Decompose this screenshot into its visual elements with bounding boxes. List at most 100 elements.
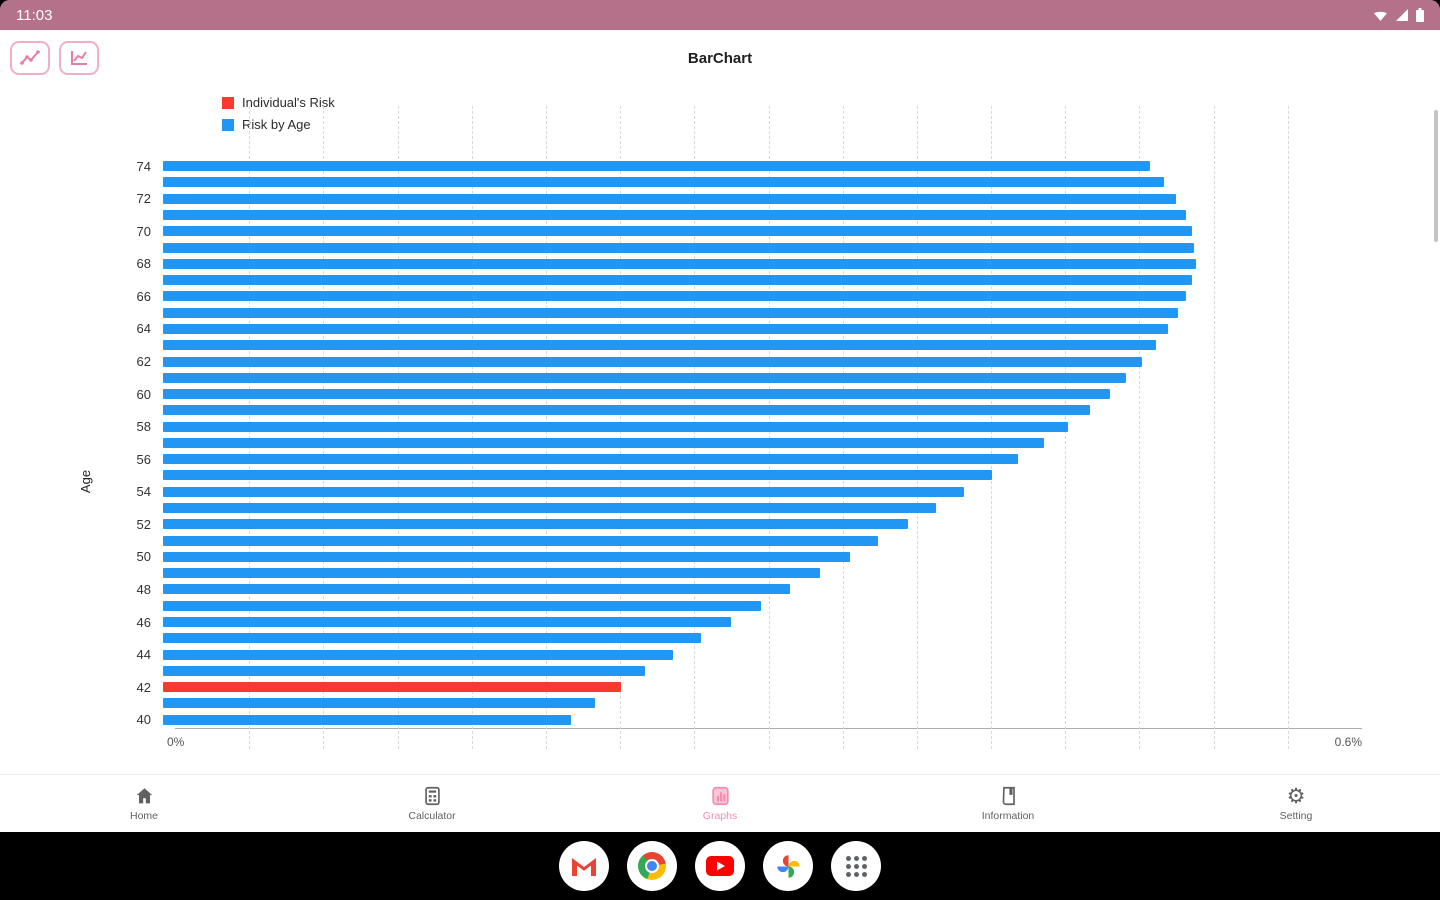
bar-chart: 74 72 70 68 66 64 62 60 58 56 54 52 50 48 46 44 42 40 0% …: [110, 106, 1362, 749]
chart-row-age-52: 52: [110, 516, 1362, 532]
y-axis-title: Age: [78, 469, 94, 494]
chart-row-age-73: [110, 174, 1362, 190]
risk-by-age-bar: [163, 649, 673, 660]
line-chart-icon: [71, 51, 87, 65]
information-icon: [1002, 786, 1015, 806]
risk-by-age-bar: [163, 633, 701, 644]
signal-icon: [1396, 8, 1408, 21]
chart-row-age-66: 66: [110, 288, 1362, 304]
app-bar: BarChart: [0, 30, 1440, 86]
scrollbar[interactable]: [1434, 110, 1438, 242]
line-chart-button[interactable]: [59, 41, 99, 75]
risk-by-age-bar: [163, 503, 937, 514]
y-tick-label: 64: [136, 321, 151, 337]
risk-by-age-bar: [163, 323, 1169, 334]
risk-by-age-bar: [163, 617, 731, 628]
settings-icon: ⚙: [1286, 784, 1306, 808]
chart-row-age-59: [110, 402, 1362, 418]
chrome-icon: [638, 852, 666, 880]
chart-row-age-45: [110, 630, 1362, 646]
y-tick-label: 40: [136, 712, 151, 728]
status-clock: 11:03: [16, 6, 53, 24]
risk-by-age-bar: [163, 307, 1179, 318]
nav-label: Setting: [1279, 810, 1313, 822]
home-icon: [136, 788, 152, 804]
nav-item-information[interactable]: Information: [864, 775, 1152, 832]
chart-row-age-44: 44: [110, 646, 1362, 662]
nav-item-calculator[interactable]: Calculator: [288, 775, 576, 832]
chart-row-age-71: [110, 207, 1362, 223]
legend-item-risk-by-age: Risk by Age: [222, 117, 335, 132]
y-tick-label: 52: [136, 516, 151, 532]
legend-swatch-blue: [222, 118, 234, 131]
nav-item-home[interactable]: Home: [0, 775, 288, 832]
scatter-chart-button[interactable]: [10, 41, 50, 75]
chart-row-age-41: [110, 695, 1362, 711]
risk-by-age-bar: [163, 421, 1069, 432]
y-tick-label: 56: [136, 451, 151, 467]
app-drawer-icon[interactable]: [831, 841, 881, 891]
risk-by-age-bar: [163, 470, 993, 481]
y-tick-label: 50: [136, 549, 151, 565]
y-tick-label: 42: [136, 679, 151, 695]
chart-row-age-48: 48: [110, 581, 1362, 597]
y-tick-label: 46: [136, 614, 151, 630]
chart-row-age-68: 68: [110, 256, 1362, 272]
chart-legend: Individual's Risk Risk by Age: [222, 95, 335, 132]
risk-by-age-bar: [163, 161, 1151, 172]
chart-row-age-62: 62: [110, 353, 1362, 369]
nav-label: Graphs: [702, 810, 738, 822]
risk-by-age-bar: [163, 193, 1177, 204]
scatter-chart-icon: [20, 50, 40, 65]
legend-label: Risk by Age: [242, 117, 311, 132]
y-tick-label: 60: [136, 386, 151, 402]
chart-row-age-47: [110, 598, 1362, 614]
chart-row-age-51: [110, 532, 1362, 548]
risk-by-age-bar: [163, 454, 1019, 465]
risk-by-age-bar: [163, 226, 1193, 237]
risk-by-age-bar: [163, 275, 1193, 286]
nav-item-setting[interactable]: ⚙ Setting: [1152, 775, 1440, 832]
risk-by-age-bar: [163, 242, 1195, 253]
legend-label: Individual's Risk: [242, 95, 335, 110]
chart-row-age-57: [110, 435, 1362, 451]
risk-by-age-bar: [163, 551, 851, 562]
risk-by-age-bar: [163, 535, 879, 546]
chart-row-age-49: [110, 565, 1362, 581]
risk-by-age-bar: [163, 665, 645, 676]
risk-by-age-bar: [163, 698, 595, 709]
risk-by-age-bar: [163, 356, 1143, 367]
risk-by-age-bar: [163, 340, 1157, 351]
chart-row-age-50: 50: [110, 549, 1362, 565]
nav-label: Calculator: [408, 810, 456, 822]
chart-row-age-56: 56: [110, 451, 1362, 467]
photos-icon: [776, 854, 800, 878]
page-title: BarChart: [687, 49, 753, 67]
risk-by-age-bar: [163, 486, 965, 497]
risk-by-age-bar: [163, 389, 1111, 400]
chart-row-age-69: [110, 239, 1362, 255]
nav-label: Information: [981, 810, 1035, 822]
y-tick-label: 62: [136, 354, 151, 370]
chart-row-age-54: 54: [110, 484, 1362, 500]
chart-row-age-43: [110, 663, 1362, 679]
chart-row-age-46: 46: [110, 614, 1362, 630]
chart-row-age-65: [110, 305, 1362, 321]
x-axis-max-label: 0.6%: [1334, 735, 1362, 749]
gmail-app-icon[interactable]: [559, 841, 609, 891]
status-bar: 11:03: [0, 0, 1440, 30]
y-tick-label: 72: [136, 191, 151, 207]
y-tick-label: 44: [136, 647, 151, 663]
battery-icon: [1416, 8, 1424, 22]
chart-row-age-40: 40: [110, 712, 1362, 728]
chart-row-age-72: 72: [110, 191, 1362, 207]
chart-row-age-58: 58: [110, 419, 1362, 435]
photos-app-icon[interactable]: [763, 841, 813, 891]
risk-by-age-bar: [163, 568, 821, 579]
apps-grid-icon: [845, 855, 867, 877]
chrome-app-icon[interactable]: [627, 841, 677, 891]
nav-item-graphs[interactable]: Graphs: [576, 775, 864, 832]
y-tick-label: 68: [136, 256, 151, 272]
youtube-app-icon[interactable]: [695, 841, 745, 891]
